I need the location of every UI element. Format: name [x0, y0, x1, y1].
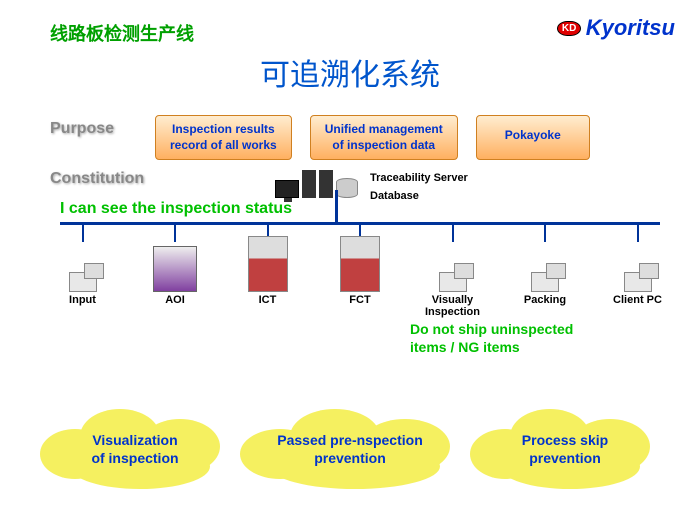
station-5: Packing: [503, 224, 588, 318]
station-tick: [637, 224, 639, 242]
server-labels: Traceability Server Database: [370, 170, 468, 205]
constitution-label: Constitution: [50, 170, 144, 188]
station-icon-tester: [238, 242, 298, 292]
cloud-text-1: Passed pre-nspectionprevention: [277, 431, 423, 467]
station-icon-pc: [423, 242, 483, 292]
station-icon-aoi: [145, 242, 205, 292]
clouds-row: Visualizationof inspection Passed pre-ns…: [40, 409, 660, 489]
station-icon-pc: [53, 242, 113, 292]
station-tick: [174, 224, 176, 242]
stations-row: Input AOI ICT FCT VisuallyInspection Packing C…: [40, 224, 680, 318]
station-6: Client PC: [595, 224, 680, 318]
logo: KD Kyoritsu: [557, 15, 675, 41]
purpose-row: Inspection resultsrecord of all works Un…: [155, 115, 675, 160]
station-2: ICT: [225, 224, 310, 318]
server-label-1: Traceability Server: [370, 170, 468, 188]
station-label: Packing: [524, 294, 566, 306]
purpose-label: Purpose: [50, 120, 114, 138]
status-banner: I can see the inspection status: [60, 200, 292, 218]
station-label: FCT: [349, 294, 370, 306]
database-icon: [336, 178, 358, 198]
station-1: AOI: [133, 224, 218, 318]
station-0: Input: [40, 224, 125, 318]
station-label: Input: [69, 294, 96, 306]
header-title-cn: 线路板检测生产线: [50, 20, 194, 46]
station-icon-pc: [608, 242, 668, 292]
station-label: VisuallyInspection: [425, 294, 480, 318]
cloud-0: Visualizationof inspection: [40, 409, 230, 489]
purpose-box-1: Unified managementof inspection data: [310, 115, 458, 160]
station-label: AOI: [165, 294, 185, 306]
station-label: ICT: [259, 294, 277, 306]
server-area: Traceability Server Database: [260, 170, 500, 198]
station-3: FCT: [318, 224, 403, 318]
server-connector: [335, 190, 338, 224]
server-label-2: Database: [370, 188, 468, 206]
cloud-text-2: Process skipprevention: [522, 431, 608, 467]
tower-icon: [302, 170, 316, 198]
tower-icon: [319, 170, 333, 198]
station-tick: [544, 224, 546, 242]
logo-badge: KD: [557, 21, 581, 36]
ng-banner: Do not ship uninspecteditems / NG items: [410, 320, 670, 356]
purpose-box-2: Pokayoke: [476, 115, 590, 160]
station-icon-pc: [515, 242, 575, 292]
station-tick: [452, 224, 454, 242]
purpose-box-0: Inspection resultsrecord of all works: [155, 115, 292, 160]
main-title: 可追溯化系统: [0, 50, 700, 94]
monitor-icon: [275, 180, 299, 198]
cloud-2: Process skipprevention: [470, 409, 660, 489]
cloud-1: Passed pre-nspectionprevention: [240, 409, 460, 489]
cloud-text-0: Visualizationof inspection: [91, 431, 178, 467]
station-icon-tester: [330, 242, 390, 292]
logo-text: Kyoritsu: [586, 15, 675, 40]
station-label: Client PC: [613, 294, 662, 306]
station-4: VisuallyInspection: [410, 224, 495, 318]
station-tick: [82, 224, 84, 242]
